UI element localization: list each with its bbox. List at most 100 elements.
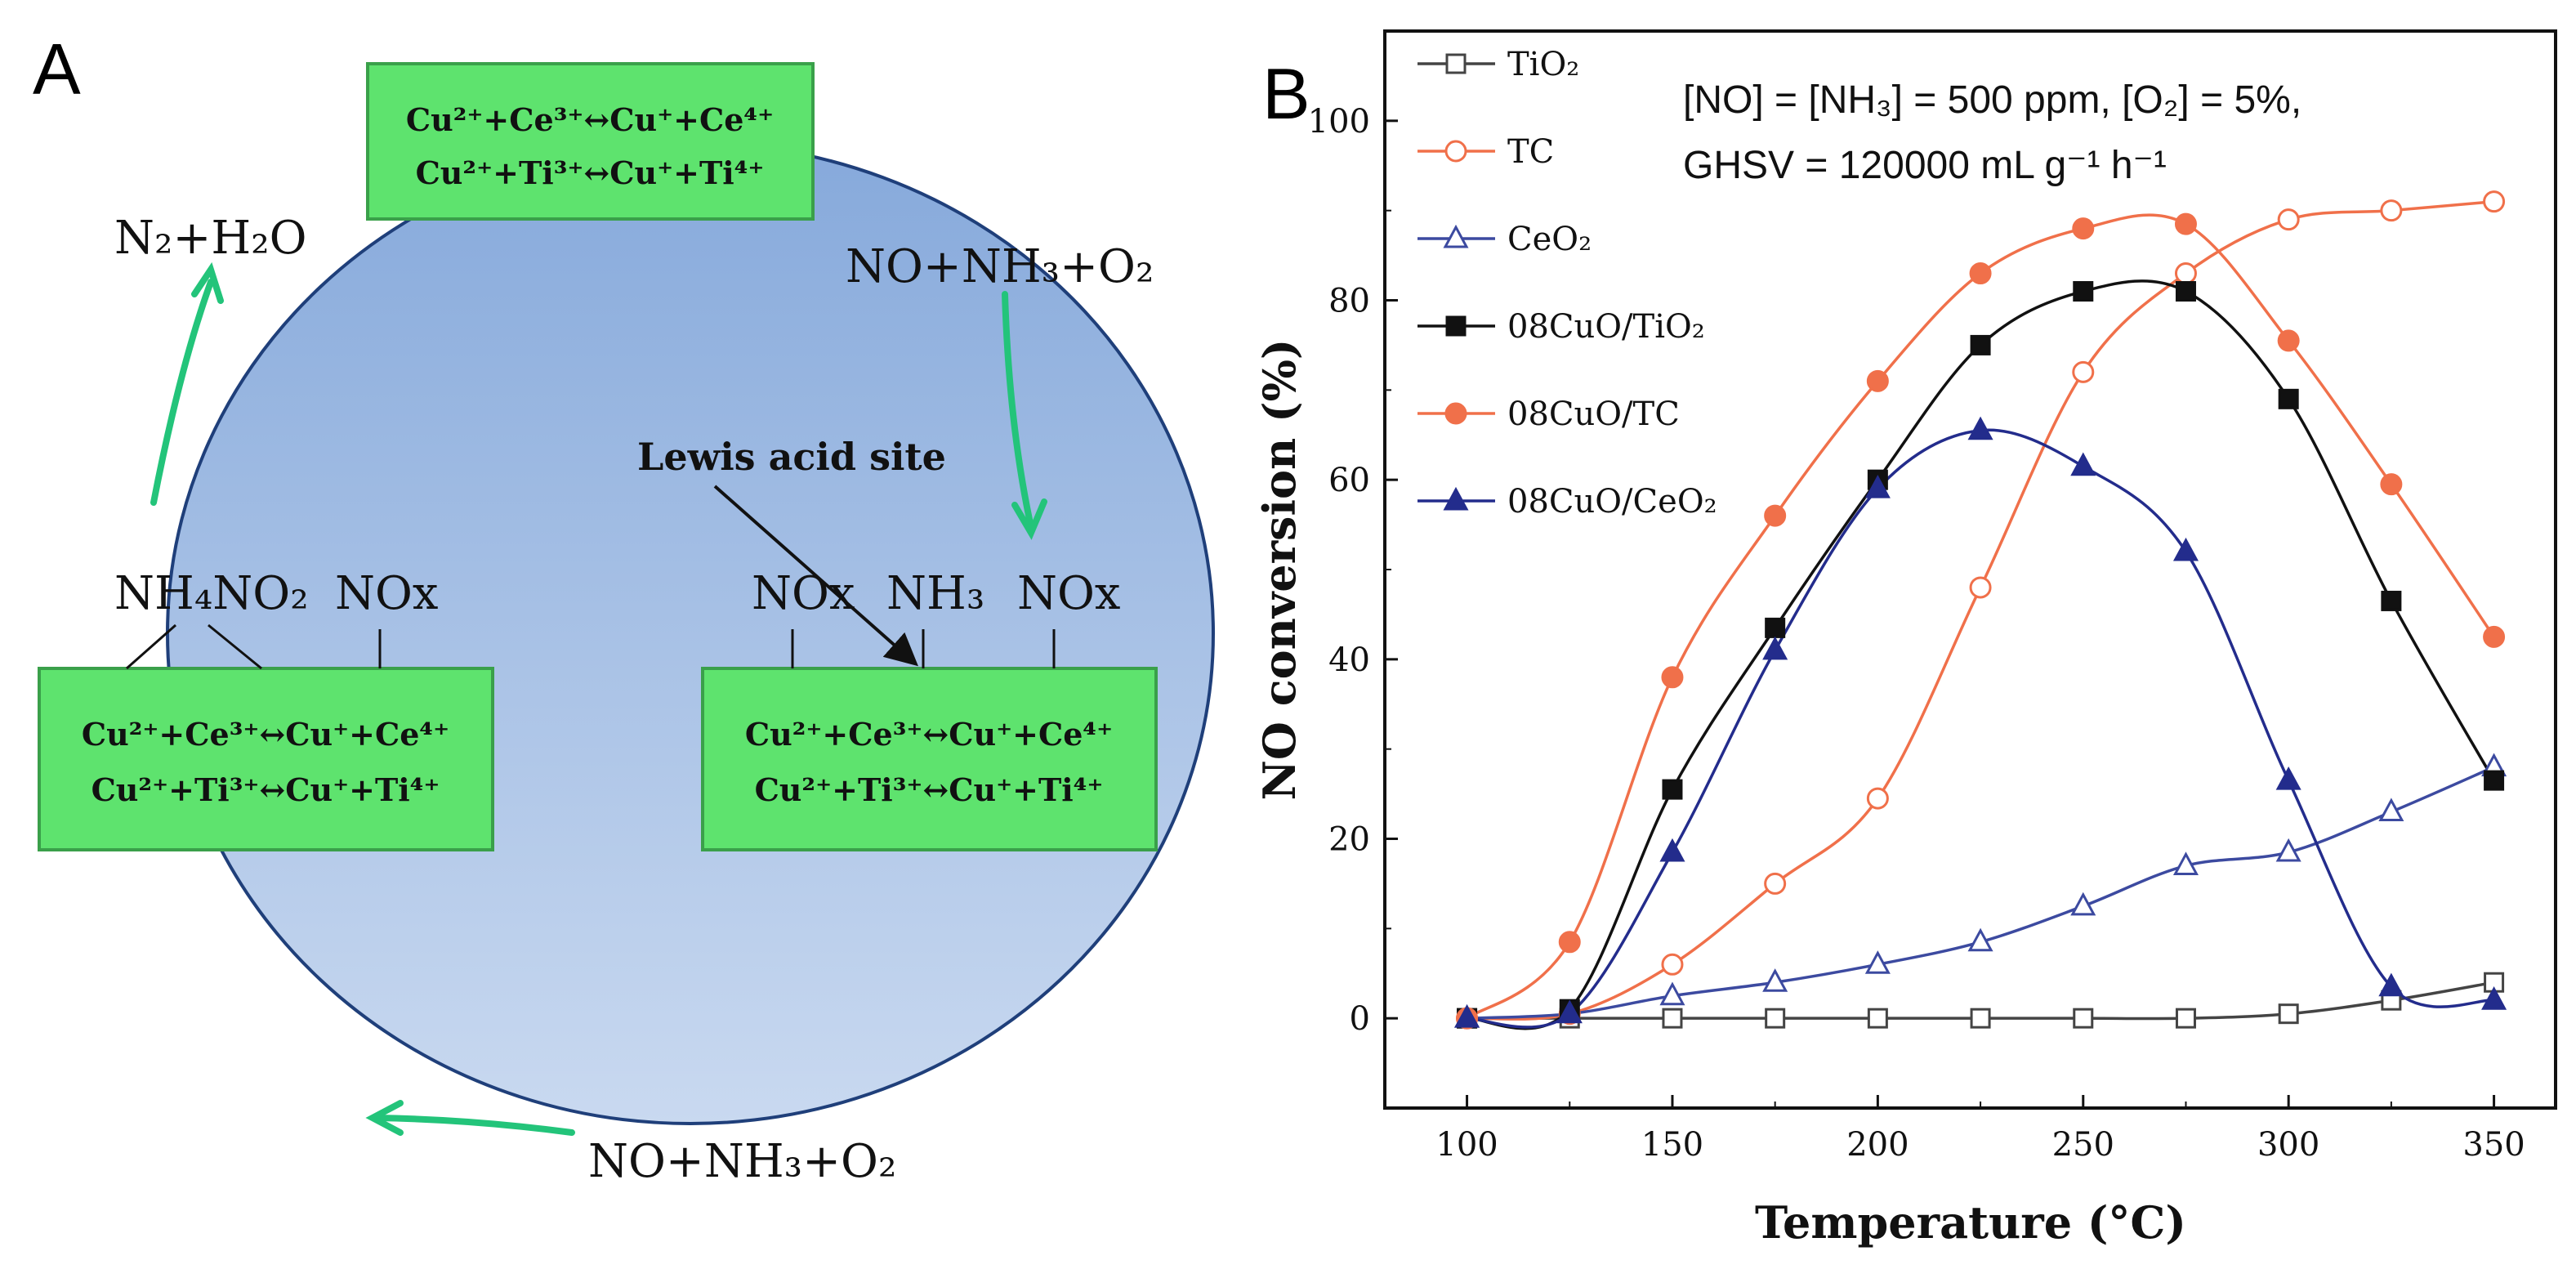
x-tick-label: 150 — [1641, 1126, 1703, 1164]
data-point — [2275, 838, 2301, 862]
green-arrow-right-down — [1002, 291, 1034, 530]
data-point — [1764, 872, 1787, 895]
data-point — [2481, 986, 2507, 1010]
data-point — [1866, 369, 1889, 392]
data-point — [2278, 388, 2299, 409]
data-point — [2483, 625, 2506, 648]
data-point — [1970, 334, 1991, 355]
x-tick-label: 250 — [2052, 1126, 2114, 1164]
data-point — [2070, 892, 2096, 916]
y-tick-label: 0 — [1350, 1000, 1370, 1038]
legend-marker-4 — [1444, 402, 1467, 425]
data-point — [1558, 931, 1581, 954]
nh3-right-label: NH₃ — [886, 567, 984, 620]
legend-label-3: 08CuO/TiO₂ — [1507, 308, 1705, 346]
series-line-2 — [1467, 766, 2495, 1020]
legend-marker-2 — [1443, 224, 1469, 248]
data-point — [1969, 262, 1992, 285]
green-arrow-right-down-head — [1011, 498, 1047, 540]
data-point — [2172, 537, 2199, 561]
redox-box-right: Cu²⁺+Ce³⁺↔Cu⁺+Ce⁴⁺ Cu²⁺+Ti³⁺↔Cu⁺+Ti⁴⁺ — [701, 667, 1158, 851]
data-point — [2378, 972, 2404, 997]
data-point — [1454, 1004, 1480, 1028]
legend-label-1: TC — [1507, 133, 1554, 171]
redox-top-line2: Cu²⁺+Ti³⁺↔Cu⁺+Ti⁴⁺ — [416, 154, 765, 191]
green-arrow-left-up-head — [191, 261, 224, 304]
nox-left-label: NOx — [335, 567, 439, 620]
lewis-acid-arrow — [713, 485, 918, 667]
data-point — [1659, 981, 1685, 1006]
bond-line-nh4no2-b — [208, 623, 262, 670]
data-point — [2072, 217, 2095, 240]
data-point — [1867, 1008, 1888, 1029]
data-point — [1556, 999, 1583, 1024]
surface-bond-lines — [126, 623, 1056, 670]
green-arrow-bottom-left-head — [365, 1100, 404, 1136]
data-point — [1765, 1008, 1786, 1029]
data-point — [1662, 779, 1683, 800]
data-point — [1765, 617, 1786, 638]
bond-line-nh4no2-a — [126, 623, 176, 670]
data-point — [2175, 1008, 2196, 1029]
legend-label-0: TiO₂ — [1507, 46, 1579, 83]
data-point — [2483, 190, 2506, 213]
conditions-line1: [NO] = [NH₃] = 500 ppm, [O₂] = 5%, — [1683, 78, 2301, 122]
data-point — [2275, 766, 2301, 790]
data-point — [2277, 329, 2300, 352]
data-point — [2174, 212, 2197, 235]
redox-box-left-rect — [38, 667, 494, 851]
y-axis-label: NO conversion (%) — [1253, 339, 1306, 801]
data-point — [2073, 1008, 2094, 1029]
redox-box-right-rect — [701, 667, 1158, 851]
redox-left-line2: Cu²⁺+Ti³⁺↔Cu⁺+Ti⁴⁺ — [92, 771, 440, 808]
legend-label-5: 08CuO/CeO₂ — [1507, 483, 1717, 521]
data-point — [2278, 1003, 2299, 1025]
panel-a-label: A — [33, 29, 81, 109]
redox-box-left: Cu²⁺+Ce³⁺↔Cu⁺+Ce⁴⁺ Cu²⁺+Ti³⁺↔Cu⁺+Ti⁴⁺ — [38, 667, 494, 851]
reactants-bottom-label: NO+NH₃+O₂ — [588, 1135, 896, 1188]
data-point — [2381, 590, 2402, 611]
series-line-3 — [1467, 279, 2496, 1030]
panel-b-chart: B 100 150 200 250 300 350 0 20 40 60 80 100 TiO₂ TC C… — [1253, 29, 2557, 1249]
data-point — [1864, 475, 1891, 498]
data-point — [1864, 950, 1891, 974]
x-tick-label: 200 — [1846, 1126, 1909, 1164]
data-point — [2070, 452, 2096, 476]
panel-b-label: B — [1262, 53, 1310, 134]
y-tick-label: 20 — [1328, 821, 1370, 859]
data-point — [1969, 576, 1992, 599]
legend-label-4: 08CuO/TC — [1507, 395, 1680, 433]
data-point — [1662, 1008, 1683, 1029]
legend-marker-5 — [1443, 486, 1469, 511]
y-tick-label: 80 — [1328, 283, 1370, 320]
redox-top-line1: Cu²⁺+Ce³⁺↔Cu⁺+Ce⁴⁺ — [406, 101, 774, 138]
series-markers — [1454, 190, 2507, 1030]
redox-box-top: Cu²⁺+Ce³⁺↔Cu⁺+Ce⁴⁺ Cu²⁺+Ti³⁺↔Cu⁺+Ti⁴⁺ — [366, 62, 815, 221]
nox-right-a-label: NOx — [752, 567, 855, 620]
data-point — [2378, 798, 2404, 822]
data-point — [1970, 1008, 1991, 1029]
data-point — [1866, 787, 1889, 810]
green-arrow-left-up — [150, 279, 214, 506]
legend: TiO₂ TC CeO₂ 08CuO/TiO₂ 08CuO/TC 08CuO/CeO₂ — [1417, 46, 1717, 521]
legend-label-2: CeO₂ — [1507, 221, 1592, 258]
redox-right-line2: Cu²⁺+Ti³⁺↔Cu⁺+Ti⁴⁺ — [755, 771, 1104, 808]
data-point — [2380, 473, 2403, 496]
y-tick-label: 60 — [1328, 462, 1370, 499]
cycle-arrows — [150, 261, 1047, 1136]
data-point — [1967, 927, 1993, 952]
legend-marker-3 — [1445, 315, 1467, 337]
series-line-4 — [1466, 213, 2496, 1020]
data-point — [2380, 199, 2403, 222]
data-point — [1764, 504, 1787, 527]
data-point — [2072, 360, 2095, 383]
legend-marker-1 — [1444, 140, 1467, 163]
data-point — [1661, 953, 1684, 976]
nox-right-b-label: NOx — [1017, 567, 1121, 620]
data-point — [1967, 416, 1993, 440]
data-point — [2073, 281, 2094, 302]
x-tick-label: 300 — [2257, 1126, 2319, 1164]
nh4no2-label: NH₄NO₂ — [114, 567, 309, 620]
data-point — [1762, 636, 1788, 660]
